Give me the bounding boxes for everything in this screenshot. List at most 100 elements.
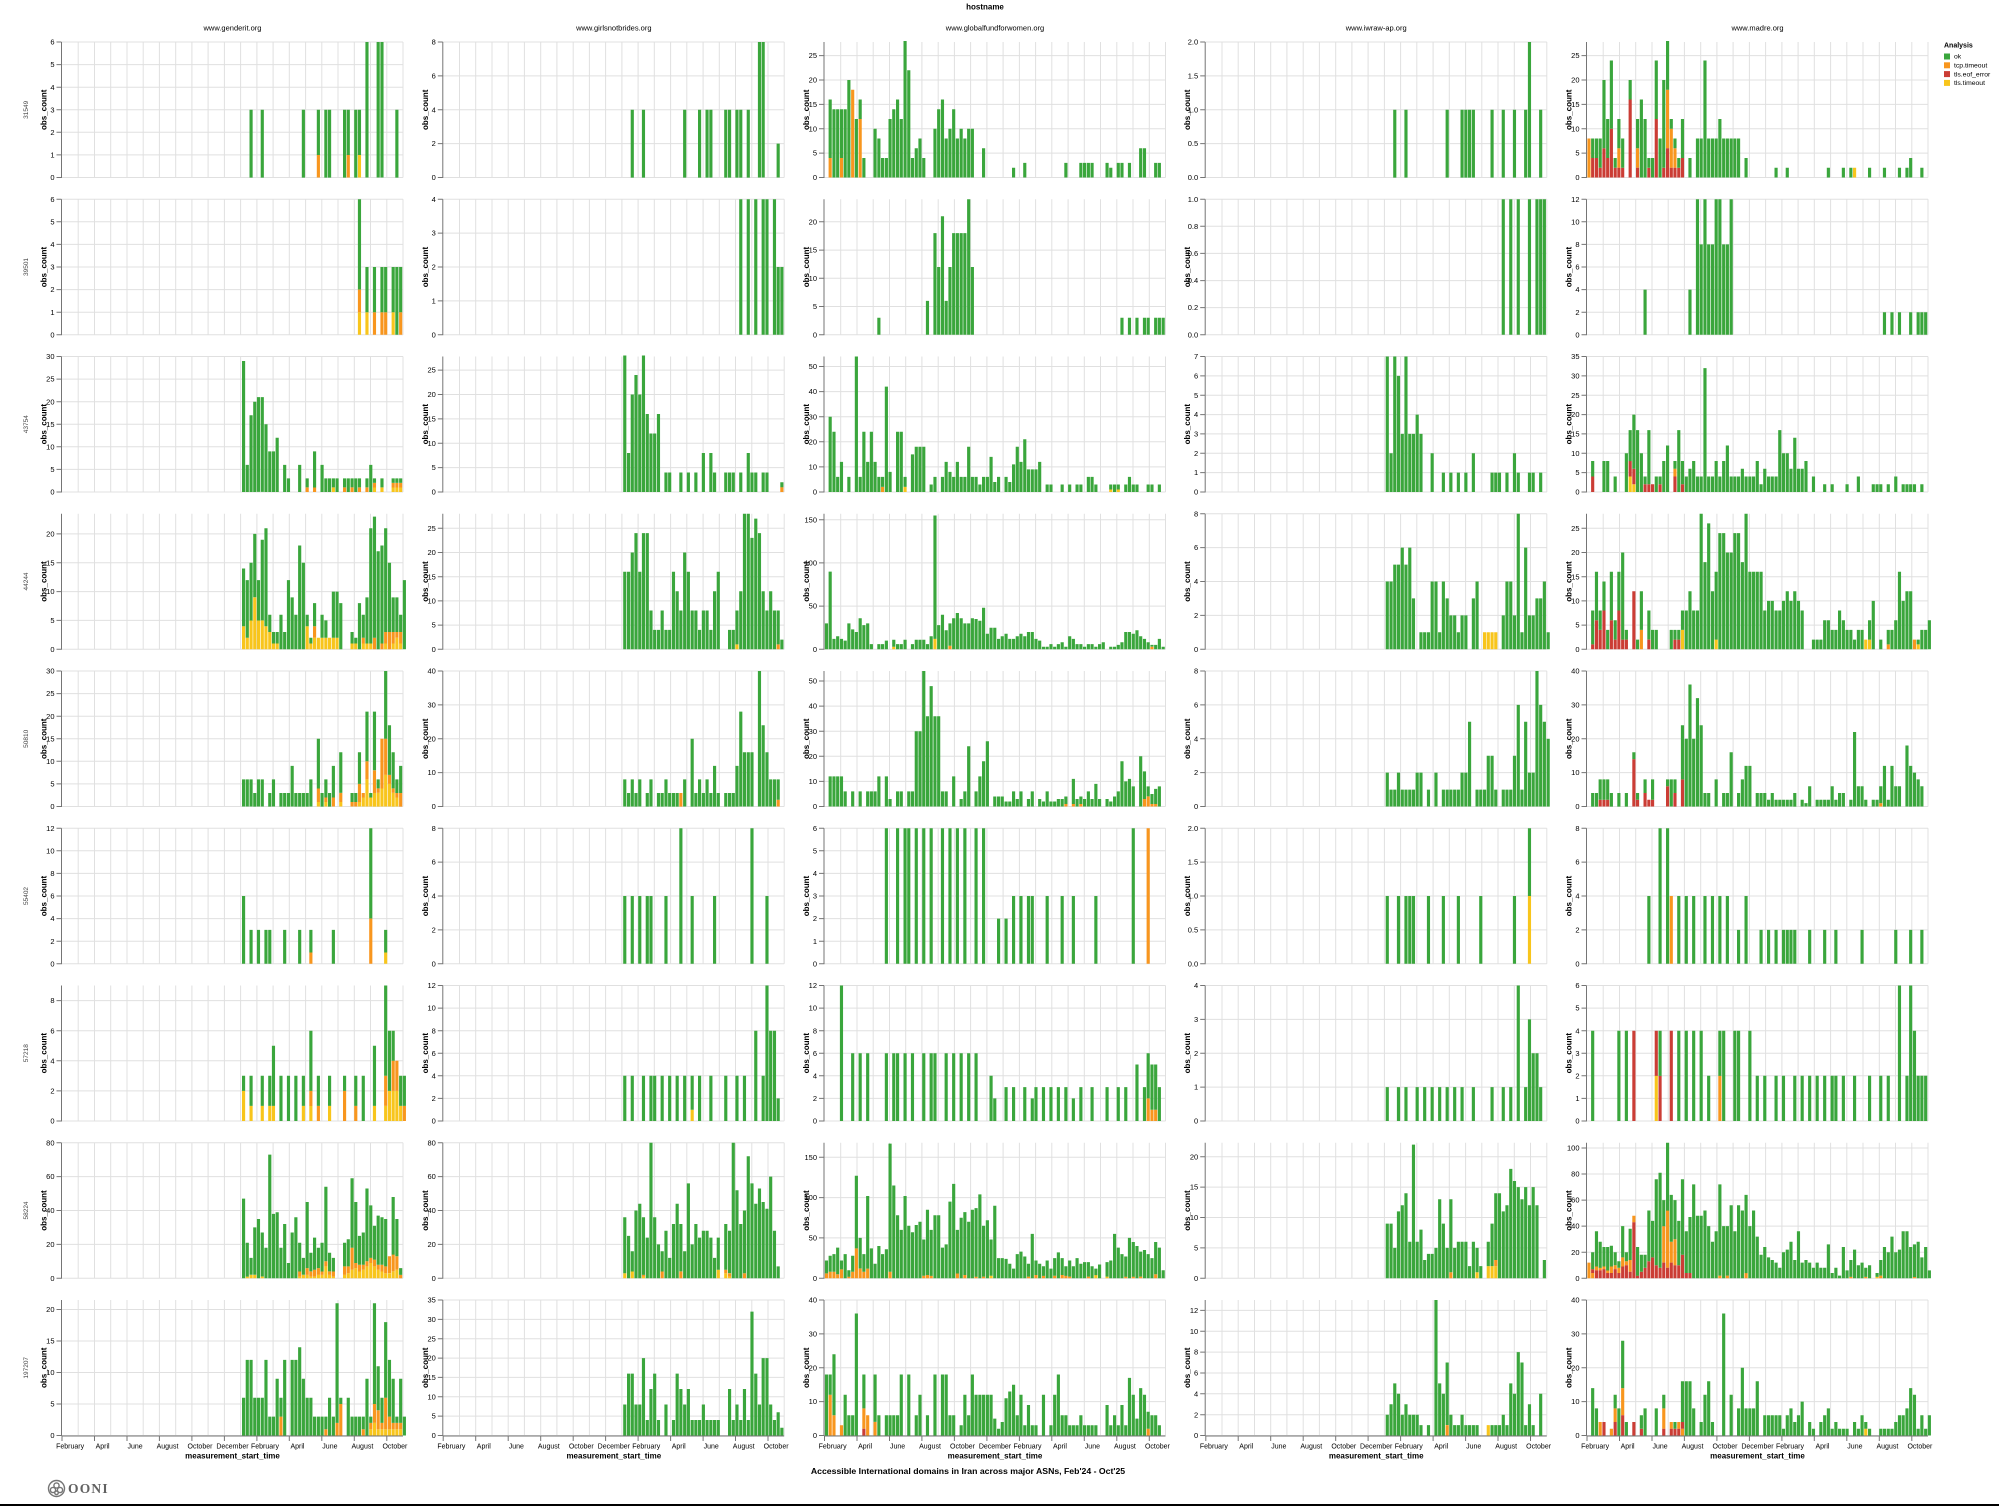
svg-text:10: 10 [427,439,435,448]
svg-text:50: 50 [809,1234,817,1243]
svg-text:6: 6 [432,858,436,867]
svg-text:0: 0 [432,173,436,182]
svg-text:0: 0 [1575,645,1579,654]
svg-text:15: 15 [46,734,54,743]
svg-text:20: 20 [427,548,435,557]
svg-text:3: 3 [813,892,817,901]
svg-text:obs_count: obs_count [802,404,811,445]
svg-text:October: October [1145,1444,1171,1451]
svg-text:October: October [188,1444,214,1451]
svg-text:4: 4 [1575,285,1579,294]
svg-text:August: August [1495,1444,1517,1451]
svg-text:2: 2 [1575,308,1579,317]
svg-text:April: April [1053,1444,1067,1451]
svg-text:12: 12 [427,981,435,990]
svg-text:August: August [919,1444,941,1451]
svg-text:0.5: 0.5 [1188,139,1198,148]
svg-text:ok: ok [1954,54,1962,61]
svg-text:4: 4 [50,83,54,92]
svg-text:0: 0 [432,1117,436,1126]
svg-text:12: 12 [1190,1306,1198,1315]
svg-text:4: 4 [1194,734,1198,743]
svg-text:25: 25 [1571,51,1579,60]
svg-text:June: June [704,1444,719,1451]
svg-text:10: 10 [809,274,817,283]
svg-text:60: 60 [1571,1196,1579,1205]
svg-text:60: 60 [427,1172,435,1181]
svg-text:3: 3 [1575,1049,1579,1058]
svg-text:20: 20 [1571,1363,1579,1372]
svg-text:25: 25 [427,366,435,375]
svg-text:0: 0 [432,802,436,811]
svg-text:5: 5 [50,1400,54,1409]
svg-text:June: June [322,1444,337,1451]
svg-text:obs_count: obs_count [1183,1347,1192,1388]
svg-text:2: 2 [432,926,436,935]
svg-text:obs_count: obs_count [802,1190,811,1231]
svg-text:0: 0 [1194,645,1198,654]
svg-text:4: 4 [1194,1389,1198,1398]
svg-text:1.0: 1.0 [1188,195,1198,204]
svg-text:5: 5 [50,780,54,789]
svg-text:1: 1 [1194,468,1198,477]
svg-text:15: 15 [46,1337,54,1346]
svg-text:6: 6 [813,1049,817,1058]
svg-text:October: October [382,1444,408,1451]
svg-text:8: 8 [432,38,436,47]
svg-text:5: 5 [1575,468,1579,477]
svg-text:October: October [1713,1444,1739,1451]
svg-text:10: 10 [1571,124,1579,133]
svg-text:measurement_start_time: measurement_start_time [948,1451,1043,1460]
svg-text:obs_count: obs_count [1183,718,1192,759]
svg-text:15: 15 [1190,1183,1198,1192]
svg-text:June: June [1271,1444,1286,1451]
svg-text:0: 0 [432,959,436,968]
svg-text:3: 3 [1194,1015,1198,1024]
svg-text:6: 6 [432,1049,436,1058]
svg-text:12: 12 [46,824,54,833]
svg-text:0: 0 [1575,173,1579,182]
svg-text:obs_count: obs_count [802,561,811,602]
svg-text:30: 30 [809,412,817,421]
svg-text:5: 5 [432,1412,436,1421]
svg-text:8: 8 [50,869,54,878]
svg-text:25: 25 [809,51,817,60]
svg-text:obs_count: obs_count [1183,561,1192,602]
svg-text:1: 1 [432,297,436,306]
svg-text:obs_count: obs_count [421,404,430,445]
svg-text:1: 1 [1194,1083,1198,1092]
svg-text:2: 2 [432,263,436,272]
svg-text:tcp.timeout: tcp.timeout [1954,63,1987,70]
svg-text:0: 0 [1575,802,1579,811]
svg-text:0: 0 [50,645,54,654]
svg-text:obs_count: obs_count [421,875,430,916]
svg-text:6: 6 [50,892,54,901]
svg-text:obs_count: obs_count [1183,1033,1192,1074]
svg-text:2: 2 [432,139,436,148]
svg-text:December: December [216,1444,249,1451]
svg-text:55402: 55402 [23,887,30,905]
svg-text:obs_count: obs_count [802,875,811,916]
svg-text:December: December [1741,1444,1774,1451]
svg-text:0: 0 [1194,802,1198,811]
svg-text:31549: 31549 [23,100,30,118]
svg-text:15: 15 [1571,430,1579,439]
svg-text:0: 0 [813,173,817,182]
svg-text:7: 7 [1194,352,1198,361]
svg-text:June: June [509,1444,524,1451]
svg-text:0.6: 0.6 [1188,249,1198,258]
svg-text:2: 2 [1194,611,1198,620]
svg-text:20: 20 [1571,1248,1579,1257]
svg-text:6: 6 [1194,701,1198,710]
svg-text:25: 25 [1571,524,1579,533]
svg-text:2: 2 [50,937,54,946]
svg-text:40: 40 [809,1296,817,1305]
svg-text:2: 2 [1575,926,1579,935]
svg-text:4: 4 [1575,892,1579,901]
svg-text:June: June [1466,1444,1481,1451]
svg-text:6: 6 [50,195,54,204]
svg-text:measurement_start_time: measurement_start_time [1710,1451,1805,1460]
svg-text:5: 5 [1194,391,1198,400]
svg-text:50: 50 [809,362,817,371]
svg-text:20: 20 [427,734,435,743]
